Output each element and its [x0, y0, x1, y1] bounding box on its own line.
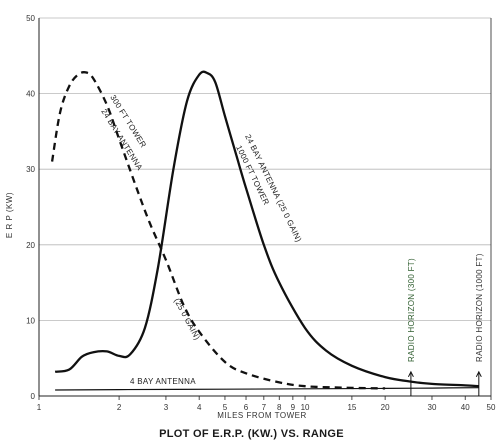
y-tick-labels: 0 10 20 30 40 50: [26, 14, 35, 401]
y-tick-label: 20: [26, 241, 35, 250]
label-24-bay-antenna-right: 24 BAY ANTENNA (25 0 GAIN): [243, 133, 303, 244]
label-25-gain-left: (25 0 GAIN): [172, 297, 202, 342]
x-axis-label: MILES FROM TOWER: [217, 411, 307, 420]
x-tick-label: 20: [381, 403, 390, 412]
radio-horizon-label-0: RADIO HORIZON (300 FT): [407, 258, 416, 362]
series-line-1: [54, 70, 479, 388]
x-tick-label: 10: [301, 403, 310, 412]
x-tick-label: 9: [291, 403, 296, 412]
annotations: RADIO HORIZON (300 FT) RADIO HORIZON (100…: [407, 253, 484, 396]
radio-horizon-arrow-0: [407, 370, 414, 378]
y-tick-label: 0: [31, 392, 36, 401]
y-tick-label: 50: [26, 14, 35, 23]
series-line-0: [50, 71, 386, 390]
y-tick-label: 40: [26, 90, 35, 99]
x-tick-label: 8: [277, 403, 282, 412]
x-tick-labels: 1 2 3 4 5 6 7 8 9 10 15 20 30 40 50: [37, 403, 496, 412]
x-tick-label: 6: [244, 403, 249, 412]
x-tick-label: 1: [37, 403, 42, 412]
x-tick-label: 2: [117, 403, 122, 412]
x-tick-label: 30: [428, 403, 437, 412]
label-4-bay-antenna: 4 BAY ANTENNA: [130, 377, 196, 386]
x-tick-label: 3: [164, 403, 169, 412]
x-tick-label: 15: [347, 403, 356, 412]
radio-horizon-label-1: RADIO HORIZON (1000 FT): [475, 253, 484, 362]
x-tick-label: 5: [223, 403, 228, 412]
axes: [38, 18, 492, 400]
gridlines: [39, 17, 491, 321]
radio-horizon-arrow-1: [475, 370, 482, 378]
y-axis-label: E R P (KW): [5, 192, 14, 238]
series-lines: [50, 70, 479, 391]
y-tick-label: 10: [26, 316, 35, 325]
chart-title: PLOT OF E.R.P. (KW.) VS. RANGE: [159, 428, 344, 440]
y-tick-label: 30: [26, 165, 35, 174]
x-tick-label: 50: [487, 403, 496, 412]
x-tick-label: 4: [197, 403, 202, 412]
x-tick-label: 40: [461, 403, 470, 412]
series-line-2: [55, 387, 479, 391]
x-tick-label: 7: [262, 403, 267, 412]
